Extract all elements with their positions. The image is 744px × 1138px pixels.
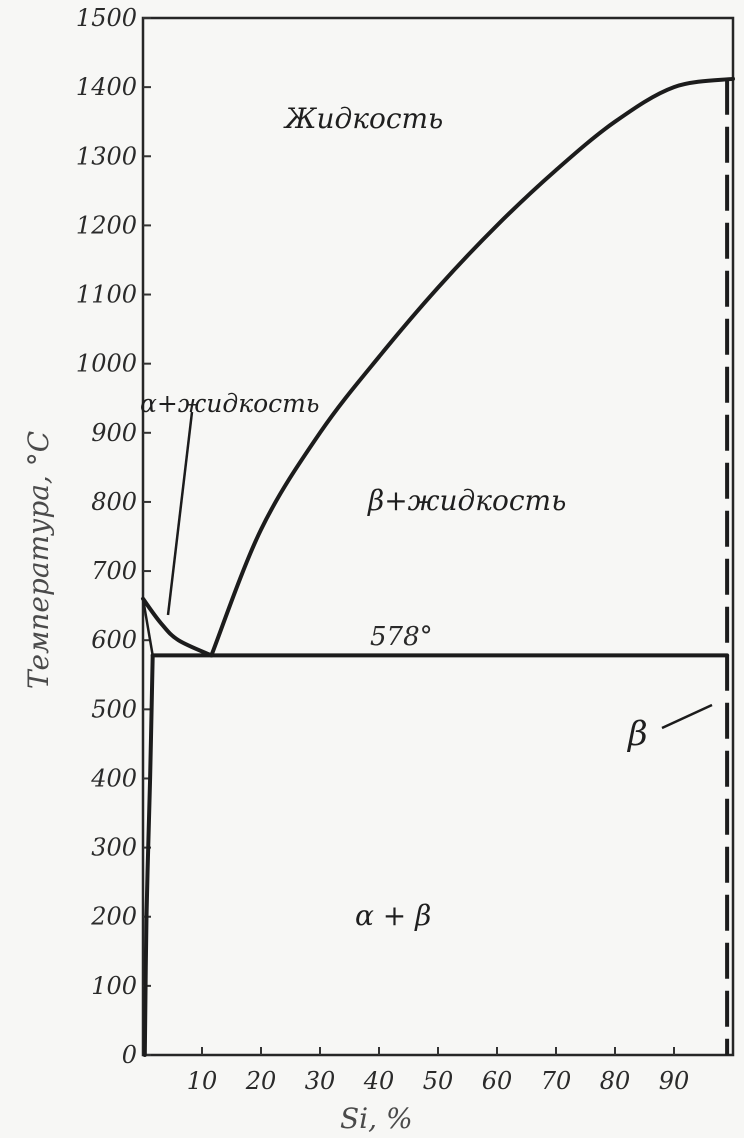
solvus-alpha-curve (142, 653, 155, 1057)
phase-boundaries (141, 76, 735, 1057)
liquidus-beta-curve (209, 76, 735, 658)
alpha-liquid-leader-line (166, 411, 194, 616)
eutectic-temperature-label: 578° (370, 622, 433, 652)
x-tick-label: 50 (423, 1067, 454, 1095)
y-tick-label: 1100 (76, 281, 137, 309)
y-tick-label: 1000 (76, 350, 137, 378)
beta-leader-line (661, 703, 713, 730)
x-tick-label: 80 (600, 1067, 631, 1095)
y-tick-label: 200 (90, 903, 137, 931)
y-axis-title: Температура, °С (22, 431, 55, 689)
region-label-alpha-beta: α + β (355, 899, 431, 932)
solidus-alpha-line (141, 598, 154, 656)
x-tick-label: 30 (305, 1067, 336, 1095)
x-tick-label: 10 (187, 1067, 218, 1095)
y-tick-label: 400 (90, 764, 137, 792)
region-label-beta: β (626, 714, 648, 754)
y-tick-label: 500 (91, 695, 137, 723)
region-label-beta-liquid: β+жидкость (367, 484, 566, 517)
y-tick-label: 100 (91, 972, 137, 1000)
x-axis-title: Si, % (340, 1102, 413, 1135)
x-tick-label: 90 (659, 1067, 690, 1095)
x-tick-label: 20 (245, 1067, 277, 1095)
x-tick-label: 70 (541, 1067, 572, 1095)
plot-frame (141, 16, 735, 1057)
y-tick-label: 1200 (76, 211, 137, 239)
y-tick-label: 700 (91, 557, 137, 585)
y-tick-label: 600 (91, 626, 137, 654)
y-tick-label: 800 (91, 488, 137, 516)
region-label-alpha-liquid: α+жидкость (140, 389, 320, 418)
y-tick-label: 0 (122, 1041, 137, 1069)
y-tick-label: 1300 (76, 142, 137, 170)
y-tick-label: 1500 (76, 4, 137, 32)
region-label-liquid: Жидкость (283, 102, 443, 135)
liquidus-alpha-curve (141, 596, 214, 658)
x-tick-label: 40 (363, 1067, 395, 1095)
y-tick-label: 1400 (76, 73, 137, 101)
plot-border (141, 16, 735, 1057)
x-tick-label: 60 (482, 1067, 513, 1095)
y-tick-label: 900 (91, 419, 137, 447)
x-axis: 10 20 30 40 50 60 70 80 90 (187, 1047, 690, 1095)
y-axis: 0 100 200 300 400 500 600 700 800 900 1000 1100 1200… (76, 4, 151, 1069)
y-tick-label: 300 (91, 834, 137, 862)
